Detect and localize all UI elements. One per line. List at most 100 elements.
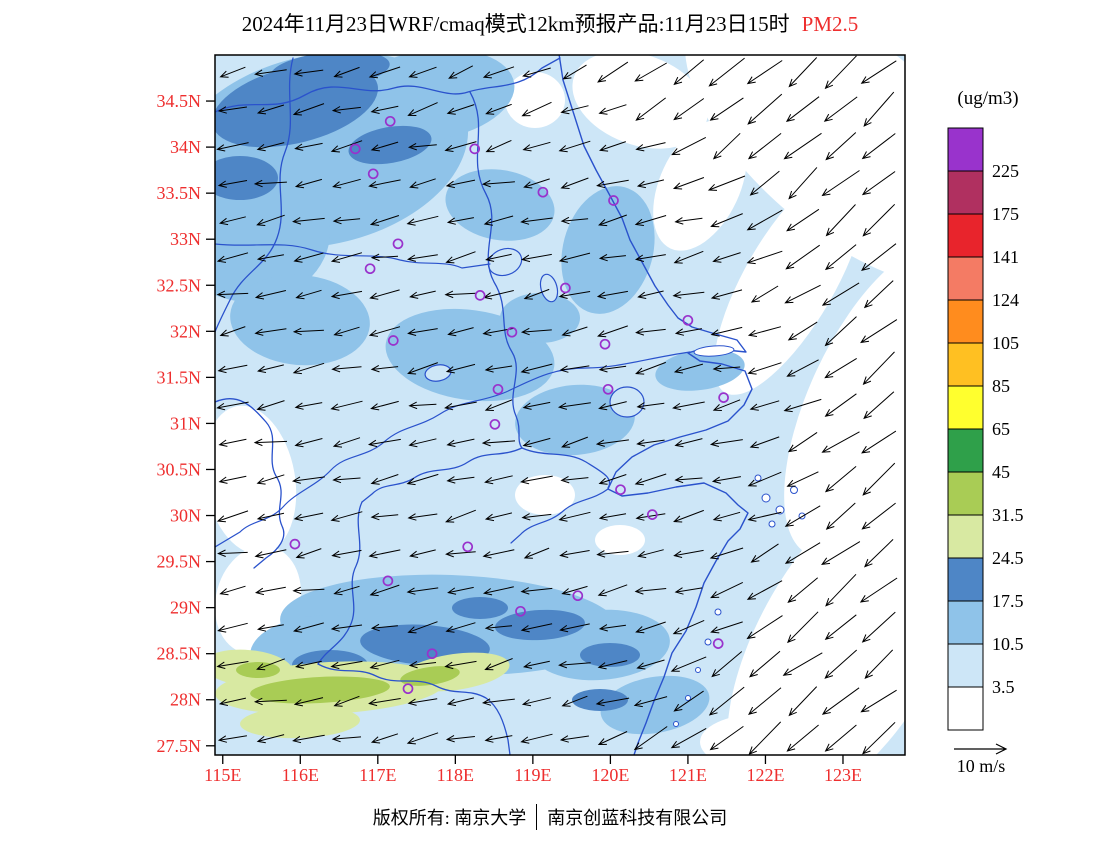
station-marker <box>469 143 481 155</box>
footer-company: 南京创蓝科技有限公司 <box>547 808 728 828</box>
pm25-concentration-field-shape <box>655 349 745 391</box>
pm25-concentration-field-shape <box>215 156 278 200</box>
islands-shape <box>768 520 776 528</box>
pm25-concentration-field-shape <box>714 165 866 395</box>
title-pollutant: PM2.5 <box>801 12 859 36</box>
pm25-concentration-field-shape <box>600 675 710 735</box>
station-marker <box>384 115 396 127</box>
colorbar: (ug/m3) 225 175 141 124 105 85 65 45 31.5 24.5 17.5… <box>947 88 1024 731</box>
pm25-concentration-field-shape <box>236 662 280 678</box>
station-marker <box>289 538 301 550</box>
coastline-shape <box>558 55 753 755</box>
pm25-concentration-field-shape <box>515 384 635 456</box>
station-marker <box>426 648 438 660</box>
lon-tick-label: 117E <box>359 765 396 785</box>
station-marker <box>682 314 694 326</box>
station-marker <box>349 143 361 155</box>
station-marker <box>489 418 501 430</box>
colorbar-value-label: 141 <box>992 247 1019 267</box>
colorbar-swatch <box>947 643 984 688</box>
colorbar-swatch <box>947 256 984 301</box>
colorbar-value-label: 3.5 <box>992 677 1015 697</box>
pm25-concentration-field-shape <box>700 714 820 755</box>
colorbar-value-label: 175 <box>992 204 1019 224</box>
province-boundaries-shape <box>361 447 523 503</box>
station-marker <box>492 383 504 395</box>
station-marker <box>646 509 658 520</box>
province-boundaries-shape <box>215 57 294 333</box>
station-marker <box>506 326 518 338</box>
lat-tick-label: 32N <box>170 321 201 341</box>
station-marker <box>608 195 619 206</box>
islands-shape <box>761 493 771 503</box>
pm25-concentration-field-shape <box>495 609 585 641</box>
pm25-concentration-field-shape <box>784 243 905 557</box>
colorbar-swatch <box>947 557 984 602</box>
colorbar-value-label: 10.5 <box>992 634 1024 654</box>
colorbar-swatch <box>947 342 984 387</box>
lat-tick-label: 34.5N <box>157 91 202 111</box>
coastline <box>558 55 753 755</box>
map-area <box>215 55 905 755</box>
province-boundaries-shape <box>469 91 523 449</box>
lat-tick-label: 31N <box>170 413 201 433</box>
page-title: 2024年11月23日WRF/cmaq模式12km预报产品:11月23日15时 P… <box>0 8 1100 38</box>
lon-tick-label: 116E <box>282 765 319 785</box>
pm25-concentration-field-shape <box>595 525 645 555</box>
wind-vector-arrows <box>216 55 898 755</box>
pm25-concentration-field-shape <box>685 55 905 288</box>
station-marker <box>602 383 614 395</box>
islands-shape <box>695 667 701 673</box>
colorbar-value-label: 105 <box>992 333 1019 353</box>
wind-scale-arrow <box>954 743 1008 755</box>
colorbar-value-label: 24.5 <box>992 548 1024 568</box>
station-marker <box>382 575 394 587</box>
station-marker <box>718 392 729 403</box>
province-boundaries-shape <box>215 57 561 113</box>
lat-tick-label: 30N <box>170 506 201 526</box>
lat-tick-label: 31.5N <box>157 367 202 387</box>
station-marker <box>462 541 474 553</box>
station-marker <box>367 168 379 180</box>
wind-scale-label: 10 m/s <box>957 756 1006 776</box>
province-boundaries <box>215 57 611 755</box>
station-marker <box>392 238 404 250</box>
chongming-island <box>693 345 735 357</box>
wind-scale-legend: 10 m/s <box>954 743 1008 776</box>
islands-shape <box>673 721 679 727</box>
colorbar-value-label: 17.5 <box>992 591 1024 611</box>
islands <box>673 345 806 727</box>
title-text: 2024年11月23日WRF/cmaq模式12km预报产品:11月23日15时 <box>241 12 790 36</box>
qiantang-river <box>510 488 609 544</box>
islands-shape <box>685 695 691 701</box>
islands-shape <box>775 505 785 515</box>
huai-river <box>215 243 491 269</box>
pm25-concentration-field-shape <box>515 475 575 515</box>
pm25-concentration-field-shape <box>572 689 628 711</box>
province-boundaries-shape <box>317 663 511 755</box>
lon-tick-label: 115E <box>204 765 241 785</box>
lat-tick-label: 29N <box>170 598 201 618</box>
lat-tick-label: 30.5N <box>157 459 202 479</box>
station-marker <box>387 335 399 346</box>
pm25-concentration-field-shape <box>561 186 655 314</box>
pm25-concentration-field-shape <box>572 55 708 149</box>
copyright-footer: 版权所有: 南京大学 南京创蓝科技有限公司 <box>0 804 1100 830</box>
lon-tick-label: 120E <box>591 765 629 785</box>
colorbar-swatch <box>947 213 984 258</box>
colorbar-swatch <box>947 600 984 645</box>
footer-divider <box>536 804 538 830</box>
pm25-concentration-field-shape <box>270 55 390 89</box>
pm25-concentration-field-shape <box>452 597 508 619</box>
lon-tick-label: 119E <box>514 765 551 785</box>
pm25-concentration-field-shape <box>250 676 390 704</box>
islands-shape <box>704 638 712 646</box>
station-markers <box>289 115 729 695</box>
station-marker <box>615 484 626 496</box>
province-boundaries-shape <box>317 501 363 665</box>
colorbar-value-label: 85 <box>992 376 1010 396</box>
footer-owner: 版权所有: 南京大学 <box>372 808 527 828</box>
station-marker <box>515 605 526 617</box>
yangtze-river <box>215 351 691 548</box>
lat-tick-label: 33.5N <box>157 183 202 203</box>
